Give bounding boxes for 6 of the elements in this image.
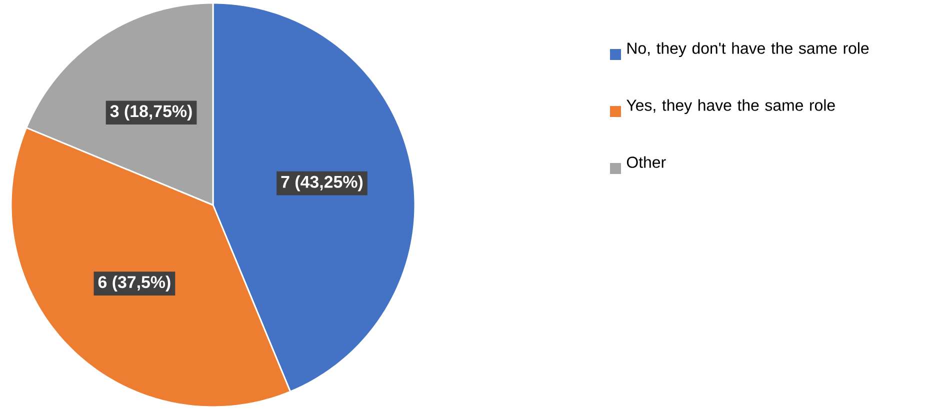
data-label: 7 (43,25%) (281, 175, 363, 192)
data-label: 3 (18,75%) (110, 104, 192, 121)
data-label: 6 (37,5%) (98, 276, 170, 292)
legend-label: No, they don't have the same role (628, 42, 869, 58)
legend-label: Other (626, 156, 666, 168)
legend-label: Yes, they have the same role (626, 99, 835, 114)
